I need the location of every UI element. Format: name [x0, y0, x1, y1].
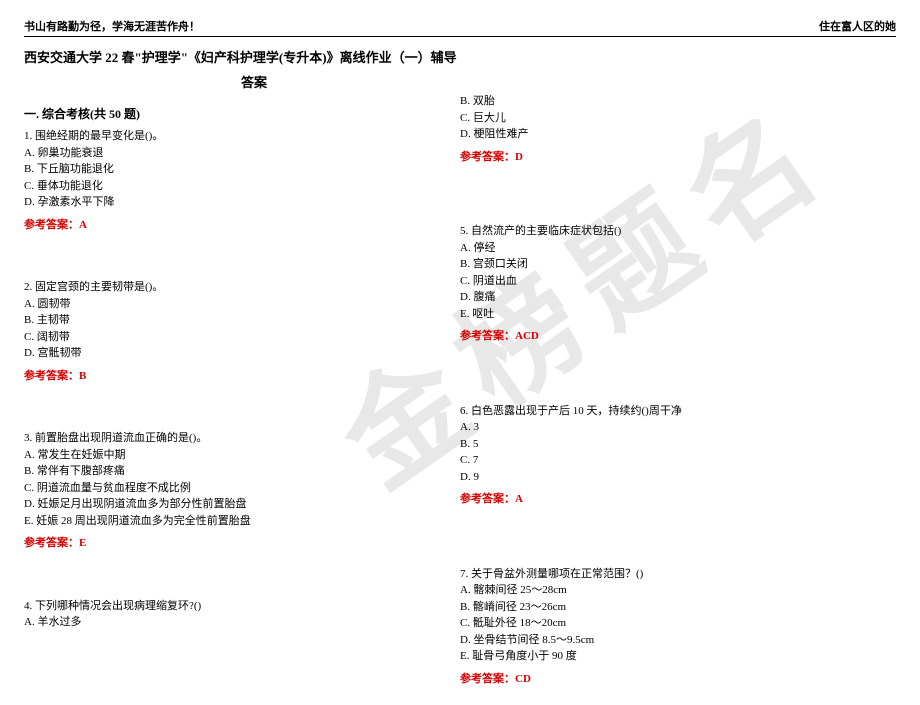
q7-opt-b: B. 髂嵴间径 23～26cm [460, 599, 876, 616]
q7-opt-a: A. 髂棘间径 25～28cm [460, 582, 876, 599]
q5-opt-e: E. 呕吐 [460, 306, 876, 323]
question-1: 1. 围绝经期的最早变化是()。 A. 卵巢功能衰退 B. 下丘脑功能退化 C.… [24, 128, 440, 233]
q6-opt-a: A. 3 [460, 419, 876, 436]
question-2: 2. 固定宫颈的主要韧带是()。 A. 圆韧带 B. 主韧带 C. 阔韧带 D.… [24, 279, 440, 384]
q3-opt-e: E. 妊娠 28 周出现阴道流血多为完全性前置胎盘 [24, 513, 440, 530]
right-column: B. 双胎 C. 巨大儿 D. 梗阻性难产 参考答案：D 5. 自然流产的主要临… [460, 93, 896, 705]
q2-opt-b: B. 主韧带 [24, 312, 440, 329]
q3-opt-d: D. 妊娠足月出现阴道流血多为部分性前置胎盘 [24, 496, 440, 513]
q6-stem: 6. 白色恶露出现于产后 10 天，持续约()周干净 [460, 403, 876, 420]
q6-opt-d: D. 9 [460, 469, 876, 486]
question-5: 5. 自然流产的主要临床症状包括() A. 停经 B. 宫颈口关闭 C. 阴道出… [460, 223, 876, 345]
q3-stem: 3. 前置胎盘出现阴道流血正确的是()。 [24, 430, 440, 447]
q7-stem: 7. 关于骨盆外测量哪项在正常范围？() [460, 566, 876, 583]
header-left: 书山有路勤为径，学海无涯苦作舟！ [24, 18, 200, 34]
answer-label: 答案 [24, 66, 484, 93]
q7-opt-c: C. 骶耻外径 18～20cm [460, 615, 876, 632]
q5-opt-a: A. 停经 [460, 240, 876, 257]
q2-answer: 参考答案：B [24, 368, 440, 385]
q3-opt-c: C. 阴道流血量与贫血程度不成比例 [24, 480, 440, 497]
section-title: 一. 综合考核(共 50 题) [24, 105, 440, 122]
q7-opt-e: E. 耻骨弓角度小于 90 度 [460, 648, 876, 665]
q4-opt-a: A. 羊水过多 [24, 614, 440, 631]
q5-opt-b: B. 宫颈口关闭 [460, 256, 876, 273]
q4-opt-c: C. 巨大儿 [460, 110, 876, 127]
q4-opt-d: D. 梗阻性难产 [460, 126, 876, 143]
q2-opt-a: A. 圆韧带 [24, 296, 440, 313]
q5-stem: 5. 自然流产的主要临床症状包括() [460, 223, 876, 240]
q1-stem: 1. 围绝经期的最早变化是()。 [24, 128, 440, 145]
q7-answer: 参考答案：CD [460, 671, 876, 688]
q4-answer: 参考答案：D [460, 149, 876, 166]
q6-opt-c: C. 7 [460, 452, 876, 469]
header-right: 住在富人区的她 [819, 18, 896, 34]
q1-opt-c: C. 垂体功能退化 [24, 178, 440, 195]
q3-opt-b: B. 常伴有下腹部疼痛 [24, 463, 440, 480]
question-3: 3. 前置胎盘出现阴道流血正确的是()。 A. 常发生在妊娠中期 B. 常伴有下… [24, 430, 440, 552]
q1-opt-d: D. 孕激素水平下降 [24, 194, 440, 211]
q7-opt-d: D. 坐骨结节间径 8.5～9.5cm [460, 632, 876, 649]
q4-stem: 4. 下列哪种情况会出现病理缩复环?() [24, 598, 440, 615]
question-4: 4. 下列哪种情况会出现病理缩复环?() A. 羊水过多 [24, 598, 440, 631]
q2-opt-d: D. 宫骶韧带 [24, 345, 440, 362]
q2-opt-c: C. 阔韧带 [24, 329, 440, 346]
q4-opt-b: B. 双胎 [460, 93, 876, 110]
header-underline [24, 36, 896, 37]
q6-opt-b: B. 5 [460, 436, 876, 453]
q5-opt-c: C. 阴道出血 [460, 273, 876, 290]
q1-answer: 参考答案：A [24, 217, 440, 234]
q1-opt-a: A. 卵巢功能衰退 [24, 145, 440, 162]
q5-answer: 参考答案：ACD [460, 328, 876, 345]
left-column: 一. 综合考核(共 50 题) 1. 围绝经期的最早变化是()。 A. 卵巢功能… [24, 93, 460, 705]
question-4-cont: B. 双胎 C. 巨大儿 D. 梗阻性难产 参考答案：D [460, 93, 876, 165]
page-title: 西安交通大学 22 春"护理学"《妇产科护理学(专升本)》离线作业（一）辅导 [0, 43, 920, 66]
q5-opt-d: D. 腹痛 [460, 289, 876, 306]
q3-opt-a: A. 常发生在妊娠中期 [24, 447, 440, 464]
q2-stem: 2. 固定宫颈的主要韧带是()。 [24, 279, 440, 296]
question-6: 6. 白色恶露出现于产后 10 天，持续约()周干净 A. 3 B. 5 C. … [460, 403, 876, 508]
q3-answer: 参考答案：E [24, 535, 440, 552]
q1-opt-b: B. 下丘脑功能退化 [24, 161, 440, 178]
q6-answer: 参考答案：A [460, 491, 876, 508]
question-7: 7. 关于骨盆外测量哪项在正常范围？() A. 髂棘间径 25～28cm B. … [460, 566, 876, 688]
